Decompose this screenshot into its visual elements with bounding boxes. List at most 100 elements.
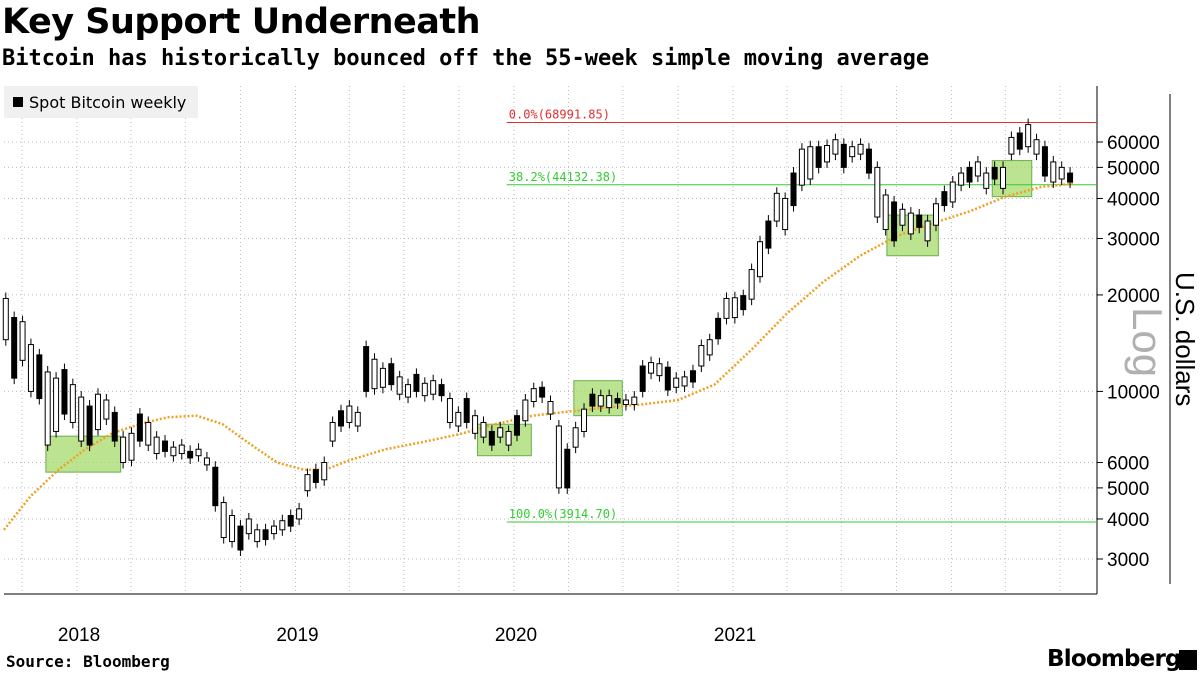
candle-body [522, 399, 529, 422]
candle-body [530, 388, 537, 403]
candle-body [941, 191, 948, 207]
candle-body [1067, 172, 1074, 183]
y-axis-scale-note: Log [1124, 307, 1171, 377]
candle-body [371, 358, 378, 390]
candle-body [748, 269, 755, 300]
candle-body [949, 181, 956, 203]
candle-body [128, 432, 135, 461]
candle-body [153, 436, 160, 455]
candle-body [782, 197, 789, 231]
candle-body [262, 529, 269, 541]
source-note: Source: Bloomberg [6, 652, 170, 671]
candle-body [513, 415, 520, 436]
candle-body [991, 166, 998, 180]
y-axis-title: U.S. dollars [1170, 272, 1200, 406]
candle-body [69, 384, 76, 423]
candle-body [689, 370, 696, 383]
candle-body [78, 396, 85, 442]
candle-body [974, 161, 981, 177]
candle-body [891, 201, 898, 242]
candle-body [304, 474, 311, 492]
candle-body [798, 148, 805, 186]
candle-body [706, 339, 713, 356]
candle-body [86, 405, 93, 446]
candle-body [840, 143, 847, 168]
candle-body [270, 525, 277, 535]
candle-body [296, 508, 303, 520]
candle-body [681, 376, 688, 387]
candle-body [606, 395, 613, 409]
candle-body [958, 172, 965, 186]
candle-body [472, 415, 479, 434]
y-tick-label: 60000 [1107, 133, 1160, 154]
candle-body [195, 448, 202, 457]
candle-body [505, 430, 512, 446]
candle-body [279, 520, 286, 531]
candle-body [572, 427, 579, 448]
candle-body [1033, 139, 1040, 155]
candle-body [723, 297, 730, 319]
y-tick-label: 10000 [1107, 382, 1160, 403]
candle-body [597, 395, 604, 407]
candle-body [731, 297, 738, 319]
candle-body [924, 220, 931, 242]
x-tick-label: 2020 [495, 625, 537, 646]
candle-body [312, 469, 319, 483]
candle-body [396, 376, 403, 395]
candle-body [53, 377, 60, 432]
candle-body [631, 396, 638, 406]
fib-level-label: 100.0%(3914.70) [509, 507, 617, 521]
candle-body [203, 457, 210, 466]
candle-body [321, 462, 328, 481]
candle-body [187, 450, 194, 459]
candle-body [899, 208, 906, 226]
candle-body [664, 366, 671, 391]
candle-body [673, 377, 680, 388]
candle-body [463, 398, 470, 423]
candle-body [983, 172, 990, 189]
candle-body [1041, 146, 1048, 177]
candle-body [698, 345, 705, 367]
candle-body [907, 212, 914, 235]
candle-body [849, 146, 856, 158]
candle-body [212, 466, 219, 507]
candle-body [790, 172, 797, 207]
candle-body [564, 448, 571, 489]
y-tick-label: 3000 [1107, 550, 1149, 571]
candle-body [2, 297, 9, 341]
candle-body [715, 317, 722, 340]
candle-body [589, 393, 596, 407]
candle-body [379, 367, 386, 388]
highlight-box [45, 435, 122, 473]
candle-body [145, 421, 152, 446]
candle-body [740, 295, 747, 311]
candle-body [111, 411, 118, 442]
candle-body [765, 220, 772, 249]
candle-body [648, 362, 655, 374]
candle-body [966, 166, 973, 183]
candle-body [1000, 166, 1007, 189]
chart-title: Key Support Underneath [2, 2, 481, 42]
candle-body [497, 427, 504, 438]
candle-body [446, 398, 453, 423]
chart-subtitle: Bitcoin has historically bounced off the… [2, 46, 930, 71]
candle-body [363, 346, 370, 392]
candle-body [11, 317, 18, 379]
candle-body [656, 363, 663, 377]
candle-body [773, 192, 780, 222]
candle-body [824, 145, 831, 163]
x-tick-label: 2019 [276, 625, 318, 646]
candle-body [622, 399, 629, 406]
candle-body [874, 166, 881, 218]
candle-body [1025, 124, 1032, 148]
candle-body [178, 444, 185, 455]
candle-body [488, 430, 495, 446]
y-tick-label: 30000 [1107, 229, 1160, 250]
candle-body [413, 373, 420, 392]
candle-body [455, 411, 462, 427]
candle-body [1058, 166, 1065, 180]
candle-body [36, 354, 43, 400]
candle-body [421, 382, 428, 397]
candle-body [229, 515, 236, 543]
